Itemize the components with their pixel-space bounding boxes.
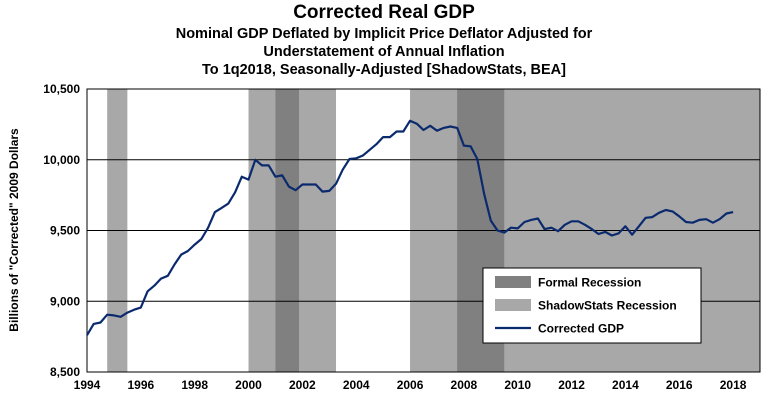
chart-subtitle-line-1: Nominal GDP Deflated by Implicit Price D… <box>175 26 593 42</box>
legend-formal-recession-swatch <box>495 276 531 288</box>
x-tick-label: 2000 <box>235 378 262 392</box>
chart-title: Corrected Real GDP <box>293 2 475 23</box>
x-tick-label: 2006 <box>397 378 424 392</box>
x-tick-label: 1996 <box>127 378 154 392</box>
x-tick-label: 1998 <box>181 378 208 392</box>
y-tick-label: 9,500 <box>50 224 80 238</box>
y-tick-label: 8,500 <box>50 365 80 379</box>
series-line-corrected-gdp <box>86 119 734 336</box>
chart-subtitle-line-2: Understatement of Annual Inflation <box>263 44 505 60</box>
legend-shadowstats-recession-label: ShadowStats Recession <box>538 299 677 313</box>
x-tick-label: 2014 <box>612 378 639 392</box>
x-tick-label: 1994 <box>74 378 101 392</box>
chart-subtitle-line-3: To 1q2018, Seasonally-Adjusted [ShadowSt… <box>202 62 566 78</box>
plot-border <box>86 88 761 373</box>
y-tick-label: 9,000 <box>50 294 80 308</box>
legend-corrected-gdp-label: Corrected GDP <box>538 322 624 336</box>
x-tick-label: 2010 <box>504 378 531 392</box>
legend-shadowstats-recession-swatch <box>495 299 531 311</box>
x-tick-label: 2004 <box>343 378 370 392</box>
x-tick-label: 2012 <box>558 378 585 392</box>
x-tick-label: 2016 <box>666 378 693 392</box>
x-tick-label: 2008 <box>451 378 478 392</box>
x-tick-label: 2018 <box>720 378 747 392</box>
y-tick-label: 10,000 <box>43 153 80 167</box>
x-tick-label: 2002 <box>289 378 316 392</box>
y-tick-label: 10,500 <box>43 82 80 96</box>
legend-formal-recession-label: Formal Recession <box>538 276 641 290</box>
